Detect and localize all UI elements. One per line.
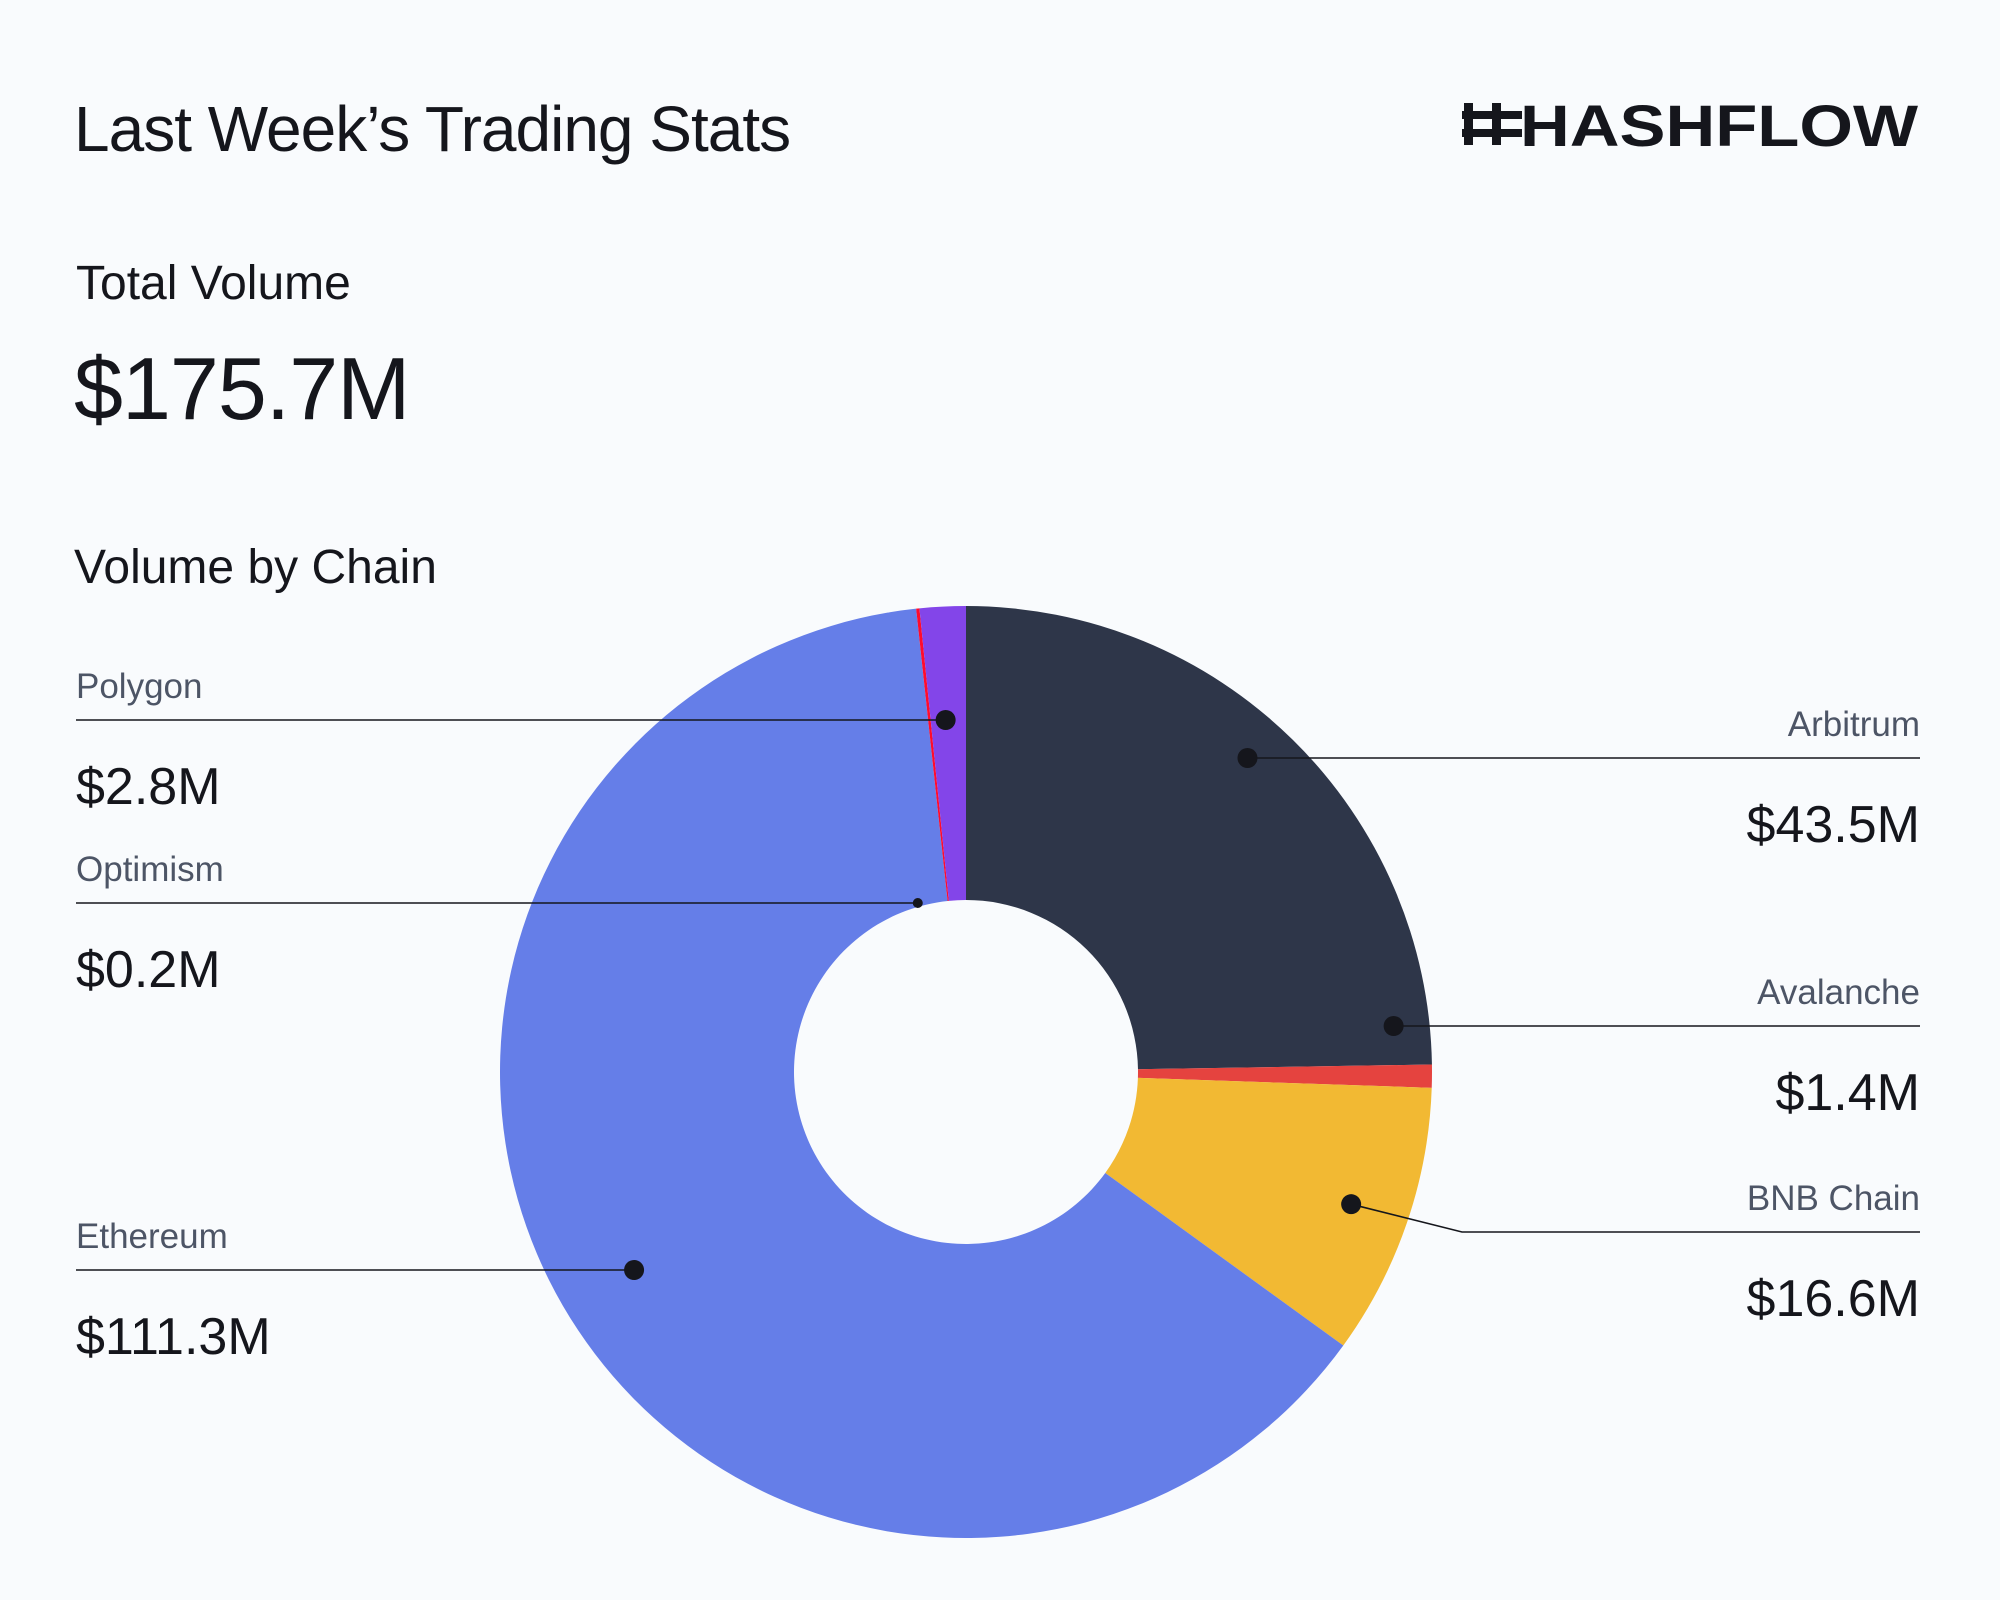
leader-line-bnb-chain — [1350, 1203, 1920, 1233]
label-optimism: Optimism — [76, 850, 224, 889]
label-bnb-chain: BNB Chain — [1747, 1179, 1920, 1218]
value-optimism: $0.2M — [76, 941, 221, 999]
marker-dot-optimism — [912, 898, 923, 908]
slice-ethereum — [500, 608, 1344, 1539]
page-title: Last Week’s Trading Stats — [74, 93, 791, 165]
label-avalanche: Avalanche — [1757, 973, 1920, 1012]
label-arbitrum: Arbitrum — [1788, 705, 1920, 744]
total-volume-label: Total Volume — [76, 257, 351, 310]
value-arbitrum: $43.5M — [1747, 796, 1920, 854]
value-bnb-chain: $16.6M — [1747, 1270, 1920, 1328]
value-avalanche: $1.4M — [1775, 1064, 1920, 1122]
marker-dot-ethereum — [624, 1260, 645, 1280]
marker-dot-bnb-chain — [1341, 1194, 1362, 1215]
slice-bnb-chain — [1105, 1077, 1432, 1346]
chart-title: Volume by Chain — [74, 541, 437, 594]
value-polygon: $2.8M — [76, 758, 221, 816]
slice-optimism — [916, 608, 949, 901]
hash-logo-icon — [1462, 103, 1522, 145]
brand-wordmark: HASHFLOW — [1520, 98, 1918, 159]
marker-dot-arbitrum — [1237, 748, 1258, 768]
slice-polygon — [919, 606, 966, 901]
value-ethereum: $111.3M — [76, 1308, 271, 1366]
label-ethereum: Ethereum — [76, 1217, 228, 1256]
slice-avalanche — [1137, 1064, 1432, 1088]
total-volume-value: $175.7M — [74, 339, 410, 438]
marker-dot-avalanche — [1383, 1016, 1404, 1036]
slice-arbitrum — [966, 606, 1432, 1070]
label-polygon: Polygon — [76, 667, 202, 706]
marker-dot-polygon — [935, 710, 956, 730]
hashflow-logo: HASHFLOW — [1462, 98, 1918, 159]
